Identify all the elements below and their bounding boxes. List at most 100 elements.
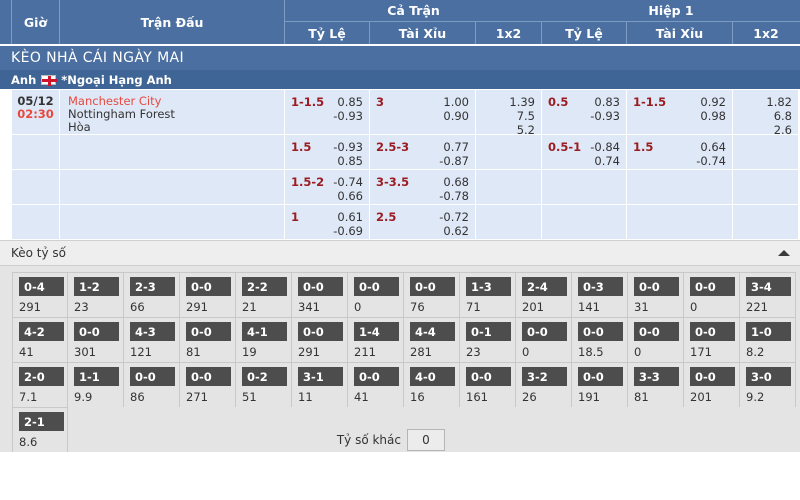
score-tile[interactable]: 0-0 xyxy=(354,367,399,386)
score-tile[interactable]: 0-1 xyxy=(466,322,511,341)
score-cell[interactable]: 3-0 9.2 xyxy=(740,362,796,407)
score-cell[interactable]: 0-0 76 xyxy=(404,272,460,317)
full-handicap-cell[interactable]: 1-1.5 0.85 -0.93 xyxy=(285,90,370,134)
score-tile[interactable]: 0-0 xyxy=(690,322,735,341)
score-cell[interactable]: 0-0 81 xyxy=(180,317,236,362)
score-cell[interactable]: 0-0 191 xyxy=(572,362,628,407)
score-tile[interactable]: 0-0 xyxy=(186,367,231,386)
score-tile[interactable]: 0-0 xyxy=(466,367,511,386)
score-cell[interactable]: 0-0 18.5 xyxy=(572,317,628,362)
score-tile[interactable]: 2-2 xyxy=(242,277,287,296)
score-cell[interactable]: 0-0 41 xyxy=(348,362,404,407)
score-tile[interactable]: 0-0 xyxy=(690,367,735,386)
half-handicap-cell[interactable]: 0.5-1 -0.84 0.74 xyxy=(542,135,627,169)
score-cell[interactable]: 0-0 341 xyxy=(292,272,348,317)
score-cell[interactable]: 4-2 41 xyxy=(12,317,68,362)
score-odds-bar[interactable]: Kèo tỷ số xyxy=(0,240,800,266)
score-tile[interactable]: 2-1 xyxy=(19,412,64,431)
score-cell[interactable]: 0-0 291 xyxy=(292,317,348,362)
score-cell[interactable]: 3-3 81 xyxy=(628,362,684,407)
score-cell[interactable]: 0-1 23 xyxy=(460,317,516,362)
score-cell[interactable]: 1-4 211 xyxy=(348,317,404,362)
full-overunder-cell[interactable]: 2.5 -0.72 0.62 xyxy=(370,205,476,239)
score-cell[interactable]: 4-4 281 xyxy=(404,317,460,362)
score-tile[interactable]: 3-4 xyxy=(746,277,791,296)
full-overunder-cell[interactable]: 3-3.5 0.68 -0.78 xyxy=(370,170,476,204)
match-teams-cell[interactable]: Manchester City Nottingham Forest Hòa xyxy=(60,90,285,134)
score-cell[interactable]: 0-0 271 xyxy=(180,362,236,407)
score-tile[interactable]: 0-0 xyxy=(634,277,679,296)
score-cell[interactable]: 0-0 291 xyxy=(180,272,236,317)
full-overunder-cell[interactable]: 2.5-3 0.77 -0.87 xyxy=(370,135,476,169)
score-cell[interactable]: 3-4 221 xyxy=(740,272,796,317)
caret-up-icon[interactable] xyxy=(778,250,790,256)
score-tile[interactable]: 2-0 xyxy=(19,367,64,386)
score-cell[interactable]: 4-1 19 xyxy=(236,317,292,362)
half-overunder-cell[interactable]: 1.5 0.64 -0.74 xyxy=(627,135,733,169)
score-cell[interactable]: 0-3 141 xyxy=(572,272,628,317)
score-cell[interactable]: 0-0 0 xyxy=(628,317,684,362)
score-tile[interactable]: 0-0 xyxy=(634,322,679,341)
score-tile[interactable]: 1-3 xyxy=(466,277,511,296)
score-cell[interactable]: 0-4 291 xyxy=(12,272,68,317)
score-cell[interactable]: 0-0 161 xyxy=(460,362,516,407)
score-cell[interactable]: 0-0 86 xyxy=(124,362,180,407)
score-cell[interactable]: 4-0 16 xyxy=(404,362,460,407)
score-cell[interactable]: 0-2 51 xyxy=(236,362,292,407)
score-tile[interactable]: 0-0 xyxy=(186,277,231,296)
full-handicap-cell[interactable]: 1.5 -0.93 0.85 xyxy=(285,135,370,169)
score-cell[interactable]: 0-0 31 xyxy=(628,272,684,317)
score-cell[interactable]: 4-3 121 xyxy=(124,317,180,362)
score-tile[interactable]: 4-1 xyxy=(242,322,287,341)
score-cell[interactable]: 2-2 21 xyxy=(236,272,292,317)
score-tile[interactable]: 0-0 xyxy=(74,322,119,341)
score-tile[interactable]: 4-2 xyxy=(19,322,64,341)
score-cell[interactable]: 3-2 26 xyxy=(516,362,572,407)
score-cell[interactable]: 0-0 171 xyxy=(684,317,740,362)
score-tile[interactable]: 2-3 xyxy=(130,277,175,296)
full-handicap-cell[interactable]: 1 0.61 -0.69 xyxy=(285,205,370,239)
score-cell[interactable]: 1-2 23 xyxy=(68,272,124,317)
score-tile[interactable]: 0-0 xyxy=(578,367,623,386)
score-tile[interactable]: 3-1 xyxy=(298,367,343,386)
score-cell[interactable]: 0-0 301 xyxy=(68,317,124,362)
score-tile[interactable]: 0-3 xyxy=(578,277,623,296)
score-tile[interactable]: 2-4 xyxy=(522,277,567,296)
full-1x2-cell[interactable]: 1.39 7.5 5.2 xyxy=(476,90,542,137)
score-cell[interactable]: 2-3 66 xyxy=(124,272,180,317)
score-tile[interactable]: 0-0 xyxy=(578,322,623,341)
score-tile[interactable]: 0-0 xyxy=(690,277,735,296)
half-1x2-cell[interactable]: 1.82 6.8 2.6 xyxy=(733,90,799,137)
score-cell[interactable]: 2-0 7.1 xyxy=(12,362,68,407)
score-tile[interactable]: 0-4 xyxy=(19,277,64,296)
score-tile[interactable]: 0-0 xyxy=(354,277,399,296)
full-handicap-cell[interactable]: 1.5-2 -0.74 0.66 xyxy=(285,170,370,204)
other-score-value[interactable]: 0 xyxy=(407,429,445,451)
score-tile[interactable]: 4-4 xyxy=(410,322,455,341)
score-tile[interactable]: 1-1 xyxy=(74,367,119,386)
score-cell[interactable]: 1-1 9.9 xyxy=(68,362,124,407)
score-tile[interactable]: 0-0 xyxy=(298,322,343,341)
score-cell[interactable]: 1-3 71 xyxy=(460,272,516,317)
score-cell[interactable]: 3-1 11 xyxy=(292,362,348,407)
half-overunder-cell[interactable]: 1-1.5 0.92 0.98 xyxy=(627,90,733,134)
score-tile[interactable]: 1-4 xyxy=(354,322,399,341)
score-cell[interactable]: 2-1 8.6 xyxy=(12,407,68,452)
league-row[interactable]: Anh *Ngoại Hạng Anh xyxy=(0,70,800,90)
score-cell[interactable]: 2-4 201 xyxy=(516,272,572,317)
score-tile[interactable]: 0-0 xyxy=(522,322,567,341)
score-tile[interactable]: 0-0 xyxy=(298,277,343,296)
score-cell[interactable]: 0-0 0 xyxy=(684,272,740,317)
full-overunder-cell[interactable]: 3 1.00 0.90 xyxy=(370,90,476,134)
score-tile[interactable]: 4-3 xyxy=(130,322,175,341)
score-tile[interactable]: 1-2 xyxy=(74,277,119,296)
score-tile[interactable]: 3-0 xyxy=(746,367,791,386)
score-cell[interactable]: 0-0 0 xyxy=(348,272,404,317)
score-tile[interactable]: 0-0 xyxy=(186,322,231,341)
score-tile[interactable]: 1-0 xyxy=(746,322,791,341)
score-cell[interactable]: 1-0 8.2 xyxy=(740,317,796,362)
score-tile[interactable]: 0-0 xyxy=(410,277,455,296)
score-tile[interactable]: 3-2 xyxy=(522,367,567,386)
score-tile[interactable]: 0-0 xyxy=(130,367,175,386)
score-cell[interactable]: 0-0 201 xyxy=(684,362,740,407)
